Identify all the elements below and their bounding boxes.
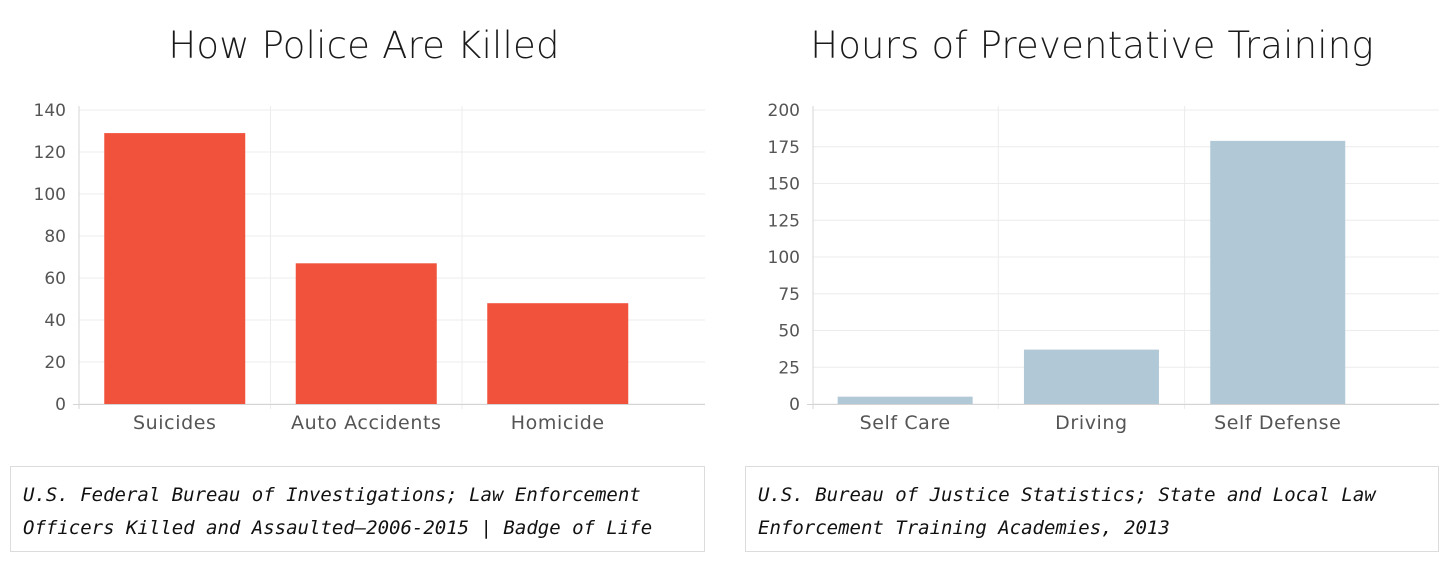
bar-chart-police-killed: 0 20 40 60 80 100 120 140 Suicides Auto Accidents… bbox=[34, 101, 705, 434]
y-tick-label: 40 bbox=[44, 311, 66, 331]
x-category-label: Auto Accidents bbox=[291, 412, 442, 434]
y-tick-label: 100 bbox=[34, 185, 66, 205]
y-tick-label: 175 bbox=[768, 138, 800, 158]
y-tick-label: 150 bbox=[768, 175, 800, 195]
y-tick-label: 80 bbox=[44, 227, 66, 247]
bar-driving bbox=[1023, 349, 1159, 404]
x-category-label: Homicide bbox=[511, 412, 605, 434]
y-tick-label: 0 bbox=[789, 395, 800, 415]
y-tick-label: 120 bbox=[34, 143, 66, 163]
chart-panel-police-killed: How Police Are Killed 0 20 40 60 80 100 120 140… bbox=[10, 24, 705, 552]
y-tick-label: 25 bbox=[778, 358, 800, 378]
source-citation: U.S. Federal Bureau of Investigations; L… bbox=[10, 466, 705, 552]
y-tick-label: 100 bbox=[768, 248, 800, 268]
y-tick-label: 0 bbox=[55, 395, 66, 415]
y-tick-label: 200 bbox=[768, 101, 800, 121]
y-tick-label: 125 bbox=[768, 211, 800, 231]
bar-auto-accidents bbox=[295, 263, 437, 404]
source-citation: U.S. Bureau of Justice Statistics; State… bbox=[745, 466, 1439, 552]
y-tick-label: 140 bbox=[34, 101, 66, 121]
y-tick-label: 60 bbox=[44, 269, 66, 289]
y-tick-label: 75 bbox=[778, 285, 800, 305]
bar-suicides bbox=[104, 133, 246, 404]
x-category-label: Self Care bbox=[860, 412, 951, 434]
chart-title: Hours of Preventative Training bbox=[810, 24, 1374, 67]
y-tick-label: 20 bbox=[44, 353, 66, 373]
bar-chart-training-hours: 0 25 50 75 100 125 150 175 200 Self Care Driving Se… bbox=[768, 101, 1439, 434]
chart-title: How Police Are Killed bbox=[168, 24, 560, 67]
bar-homicide bbox=[487, 303, 629, 404]
chart-panel-training-hours: Hours of Preventative Training 0 25 50 75 10… bbox=[728, 0, 1456, 573]
bar-self-defense bbox=[1210, 140, 1346, 404]
x-category-label: Suicides bbox=[133, 412, 217, 434]
x-category-label: Driving bbox=[1055, 412, 1128, 434]
x-category-label: Self Defense bbox=[1214, 412, 1341, 434]
bar-self-care bbox=[837, 396, 973, 404]
y-tick-label: 50 bbox=[778, 322, 800, 342]
